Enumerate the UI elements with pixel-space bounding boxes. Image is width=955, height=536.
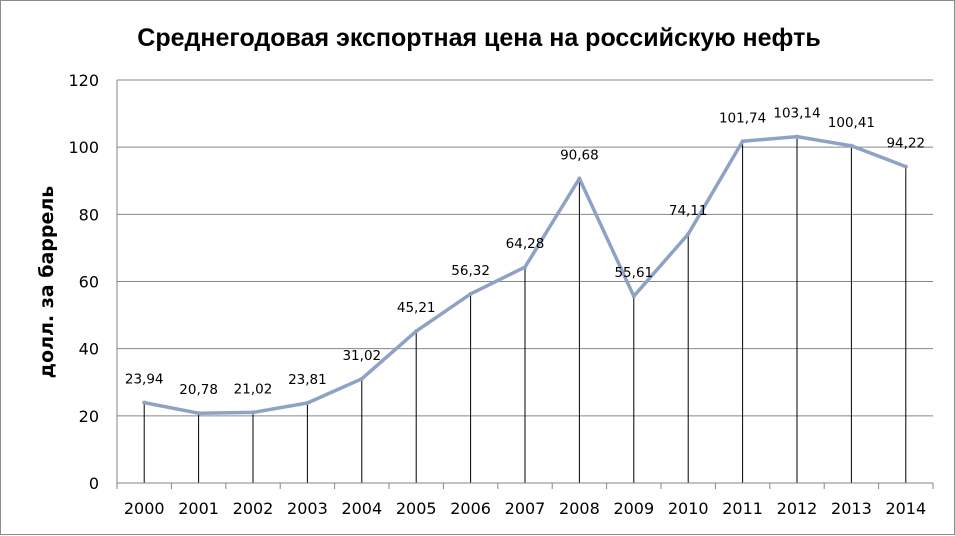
data-point (523, 265, 527, 270)
data-point (740, 139, 745, 144)
y-tick-label: 60 (79, 273, 99, 292)
data-point (142, 400, 147, 405)
y-axis-label: долл. за баррель (36, 186, 58, 379)
data-point (795, 134, 799, 139)
data-point (196, 411, 201, 416)
data-label: 20,78 (179, 382, 218, 398)
data-point (359, 376, 364, 381)
x-tick-label: 2004 (341, 499, 382, 518)
data-label: 103,14 (773, 106, 820, 122)
x-tick-label: 2002 (233, 499, 274, 518)
data-label: 21,02 (234, 381, 273, 397)
y-tick-label: 120 (68, 71, 99, 90)
data-point (686, 232, 691, 237)
data-point (849, 143, 854, 148)
data-point (903, 164, 908, 169)
y-tick-label: 0 (89, 474, 99, 493)
data-point (251, 410, 255, 415)
x-tick-label: 2005 (396, 499, 437, 518)
x-tick-label: 2014 (885, 499, 926, 518)
data-label: 90,68 (560, 147, 599, 163)
data-label: 74,11 (669, 203, 708, 219)
data-label: 94,22 (886, 136, 925, 152)
data-label: 101,74 (719, 110, 766, 126)
y-tick-label: 20 (79, 407, 99, 426)
data-label: 31,02 (342, 348, 381, 364)
data-label: 56,32 (451, 263, 490, 279)
data-point (305, 401, 310, 406)
data-point (414, 329, 419, 334)
data-label: 23,94 (125, 372, 164, 388)
x-tick-label: 2009 (613, 499, 654, 518)
x-tick-label: 2007 (505, 499, 546, 518)
x-tick-label: 2011 (722, 499, 763, 518)
data-label: 55,61 (614, 265, 653, 281)
data-label: 23,81 (288, 372, 327, 388)
y-tick-label: 40 (79, 340, 99, 359)
x-tick-label: 2001 (178, 499, 219, 518)
data-label: 100,41 (828, 115, 875, 131)
data-label: 64,28 (506, 236, 545, 252)
y-tick-label: 80 (79, 205, 99, 224)
x-tick-label: 2013 (831, 499, 872, 518)
x-tick-label: 2008 (559, 499, 600, 518)
y-tick-label: 100 (68, 138, 99, 157)
data-point (468, 291, 473, 296)
x-tick-label: 2006 (450, 499, 491, 518)
data-label: 45,21 (397, 300, 436, 316)
x-tick-label: 2003 (287, 499, 328, 518)
chart-title: Среднегодовая экспортная цена на российс… (137, 24, 820, 52)
x-tick-label: 2012 (777, 499, 818, 518)
data-point (631, 294, 636, 299)
x-tick-label: 2010 (668, 499, 709, 518)
x-tick-label: 2000 (124, 499, 165, 518)
data-point (577, 176, 582, 181)
